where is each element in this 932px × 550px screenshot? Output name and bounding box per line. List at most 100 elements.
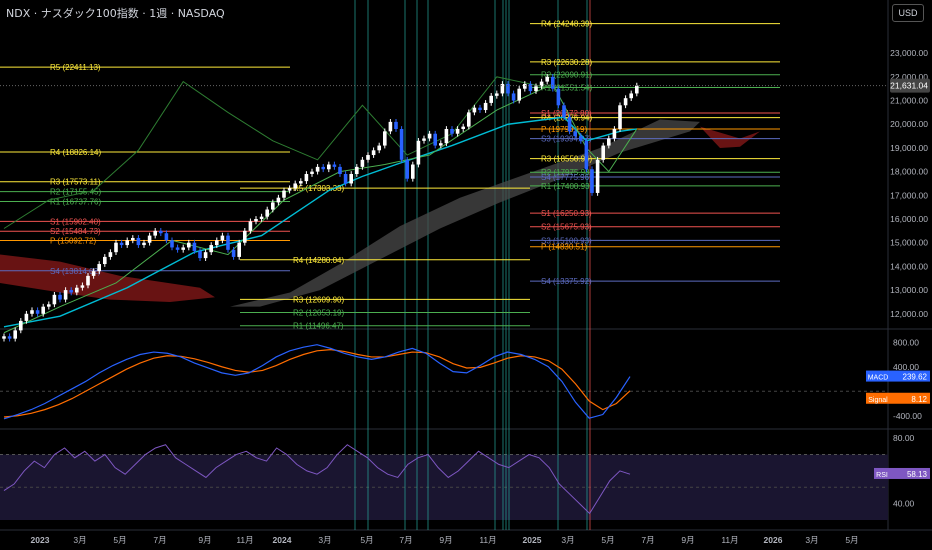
candle-body: [523, 83, 527, 89]
candle-body: [343, 174, 348, 184]
candle-body: [136, 237, 141, 246]
pivot-level-right-label: R4 (20276.94): [541, 114, 592, 123]
candle-body: [489, 95, 493, 103]
time-axis-tick: 5月: [845, 535, 858, 545]
candle-body: [86, 275, 90, 286]
candle-body: [125, 240, 129, 246]
price-axis-tick: 15,000.00: [890, 238, 928, 248]
time-axis-tick: 3月: [73, 535, 86, 545]
rsi-axis-tick: 80.00: [893, 433, 915, 443]
candle-body: [500, 83, 505, 94]
candle-body: [601, 145, 605, 160]
rsi-value-badge: [890, 467, 930, 479]
ichimoku-cloud-bear: [700, 126, 760, 148]
candle-body: [584, 140, 589, 170]
time-axis-tick: 11月: [236, 535, 253, 545]
candle-body: [187, 242, 191, 248]
candle-body: [635, 85, 639, 94]
candle-body: [231, 249, 236, 257]
price-axis-tick: 12,000.00: [890, 309, 928, 319]
candle-body: [590, 169, 594, 193]
candle-body: [573, 131, 577, 137]
candle-body: [321, 166, 325, 170]
candle-body: [103, 256, 107, 265]
candle-body: [69, 290, 73, 293]
candle-body: [567, 117, 572, 132]
candle-body: [198, 251, 202, 259]
macd-badge: [866, 370, 890, 382]
candle-body: [371, 150, 376, 156]
pivot-level-right-label: R2 (22090.91): [541, 71, 592, 80]
candle-body: [159, 230, 163, 234]
time-axis-tick: 2023: [31, 535, 50, 545]
time-axis-tick: 2025: [523, 535, 542, 545]
candle-body: [248, 221, 253, 231]
candle-body: [517, 88, 521, 101]
candle-body: [181, 247, 185, 250]
candle-body: [623, 98, 628, 106]
time-axis-tick: 3月: [318, 535, 331, 545]
candle-body: [478, 107, 482, 111]
candle-body: [534, 86, 538, 92]
pivot-level-right-label: S3 (15100.93): [541, 236, 592, 245]
candle-body: [131, 237, 135, 241]
pivot-level-right-label: R3 (18550.94): [541, 155, 592, 164]
candle-body: [612, 128, 617, 139]
signal-value-badge: [890, 392, 930, 404]
candle-body: [338, 166, 342, 174]
last-price-label: 21,631.04: [890, 81, 928, 91]
candle-body: [41, 306, 45, 314]
pivot-level-mid-label: R1 (11496.47): [293, 322, 344, 331]
rsi-badge: [874, 467, 890, 479]
time-axis-tick: 7月: [641, 535, 654, 545]
candle-body: [483, 102, 488, 111]
candle-body: [556, 88, 561, 106]
time-axis-tick: 9月: [439, 535, 452, 545]
rsi-badge-label: RSI: [876, 472, 888, 479]
macd-badge-label: MACD: [868, 375, 889, 382]
price-axis-tick: 19,000.00: [890, 143, 928, 153]
candle-body: [237, 242, 241, 257]
time-axis-tick: 11月: [479, 535, 496, 545]
pivot-level-mid-label: R3 (12609.90): [293, 295, 344, 304]
time-axis-tick: 2024: [273, 535, 292, 545]
pivot-level-left-label: S1 (15902.40): [50, 217, 101, 226]
candle-body: [2, 336, 6, 339]
candle-body: [147, 235, 152, 243]
time-axis-tick: 2026: [764, 535, 783, 545]
candle-body: [506, 83, 510, 94]
kijun-line: [3, 116, 637, 328]
pivot-level-right-label: S3 (19394.07): [541, 135, 592, 144]
candle-body: [47, 304, 51, 307]
candle-body: [271, 202, 275, 210]
candle-body: [366, 155, 370, 160]
pivot-level-right-label: S1 (20472.80): [541, 109, 592, 118]
candle-body: [175, 247, 180, 250]
candle-body: [427, 133, 432, 139]
rsi-line: [3, 444, 631, 515]
pivot-level-left-label: R5 (22411.13): [50, 63, 101, 72]
candle-body: [349, 174, 353, 184]
pivot-level-right-label: P (14830.51): [541, 243, 587, 252]
candle-body: [422, 138, 426, 141]
macd-value-badge: [890, 370, 930, 382]
candle-body: [243, 230, 247, 243]
candle-body: [63, 290, 68, 300]
pivot-level-mid-label: R2 (12053.19): [293, 309, 344, 318]
currency-button[interactable]: USD: [892, 4, 924, 22]
time-axis-tick: 9月: [681, 535, 694, 545]
candle-body: [80, 285, 85, 288]
candle-body: [259, 216, 264, 220]
candle-body: [52, 294, 57, 305]
pivot-level-right-label: R1 (17400.93): [541, 182, 592, 191]
candle-body: [394, 121, 398, 129]
pivot-level-left-label: R3 (17573.11): [50, 178, 101, 187]
pivot-level-right-label: R2 (17975.93): [541, 168, 592, 177]
candle-body: [377, 145, 381, 151]
candle-body: [433, 133, 437, 146]
candle-body: [332, 164, 337, 167]
candle-body: [170, 240, 174, 248]
candle-body: [618, 105, 622, 129]
candle-body: [388, 121, 393, 132]
